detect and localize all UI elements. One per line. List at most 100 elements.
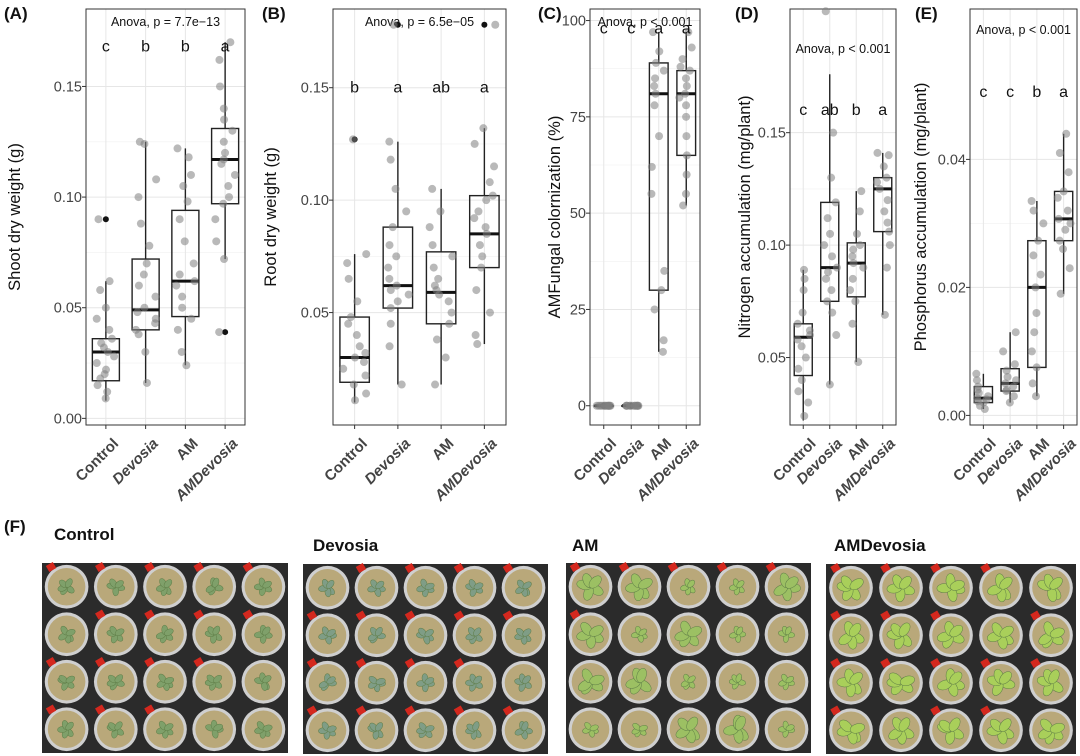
anova-annotation: Anova, p = 6.5e−05 xyxy=(365,15,474,29)
pot xyxy=(929,705,973,753)
red-tag xyxy=(242,561,254,573)
leaf xyxy=(473,582,484,590)
data-point xyxy=(102,365,111,374)
data-point xyxy=(851,297,860,306)
seedling xyxy=(987,668,1016,696)
data-point xyxy=(362,250,371,259)
pot xyxy=(929,562,973,610)
y-tick-label: 0.00 xyxy=(938,408,966,424)
leaf xyxy=(898,622,911,637)
pot xyxy=(666,561,711,609)
data-point xyxy=(178,292,187,301)
seedling xyxy=(675,716,700,744)
seedling xyxy=(416,578,435,598)
red-tag xyxy=(980,705,991,716)
leaf xyxy=(164,723,174,731)
leaf xyxy=(849,623,862,637)
plot-frame xyxy=(969,8,1078,426)
data-point xyxy=(359,358,368,367)
red-tag xyxy=(404,610,416,621)
seedling xyxy=(936,621,965,649)
red-tag xyxy=(306,705,318,716)
seedling xyxy=(57,720,74,739)
red-tag xyxy=(830,705,841,716)
data-point xyxy=(682,101,691,110)
red-tag xyxy=(144,704,155,715)
data-point xyxy=(827,173,836,182)
significance-letter: c xyxy=(600,20,608,37)
data-point xyxy=(101,303,110,312)
data-point xyxy=(93,381,102,390)
leaf xyxy=(262,724,273,732)
pot xyxy=(1029,610,1073,658)
seedling xyxy=(888,717,915,745)
data-point xyxy=(478,252,487,261)
data-point xyxy=(179,182,188,191)
significance-letter: a xyxy=(654,20,663,37)
red-tag xyxy=(830,610,841,621)
data-point xyxy=(402,207,411,216)
red-tag xyxy=(95,704,106,715)
panel-b: 0.05 0.10 0.15 (B) Root dry weight (g) Anova,… xyxy=(262,4,507,505)
data-point xyxy=(429,263,438,272)
seedling xyxy=(936,573,966,602)
data-point xyxy=(848,252,857,261)
pot xyxy=(979,562,1023,610)
data-point xyxy=(183,197,192,206)
seedling xyxy=(1036,669,1064,697)
red-tag xyxy=(95,609,106,620)
data-point xyxy=(386,304,395,313)
data-point xyxy=(212,237,221,246)
data-point xyxy=(794,387,803,396)
seedling xyxy=(838,621,865,650)
pot xyxy=(715,561,760,609)
red-tag xyxy=(618,561,630,573)
data-point xyxy=(482,196,491,205)
leaf xyxy=(212,625,221,636)
y-tick-label: 0.15 xyxy=(54,79,82,95)
leaf xyxy=(589,724,599,732)
data-point xyxy=(859,263,868,272)
data-point xyxy=(1029,251,1038,260)
data-point xyxy=(361,349,370,358)
pot xyxy=(666,707,711,752)
data-point xyxy=(135,137,144,146)
seedling xyxy=(465,673,483,692)
significance-letter: c xyxy=(1006,84,1014,101)
data-point xyxy=(794,364,803,373)
significance-letter: ab xyxy=(821,102,839,119)
data-point xyxy=(103,387,112,396)
y-tick-label: 0.10 xyxy=(758,238,786,254)
data-point xyxy=(1003,373,1012,381)
data-point xyxy=(681,89,690,98)
panel-label: (B) xyxy=(262,4,286,23)
panel-label: (D) xyxy=(735,4,759,23)
pot xyxy=(568,561,613,609)
red-tag xyxy=(355,705,367,716)
seedling xyxy=(57,578,75,595)
leaf xyxy=(785,724,795,731)
pot xyxy=(715,612,760,657)
seedling xyxy=(515,579,532,597)
leaf xyxy=(849,578,864,590)
leaf xyxy=(687,675,696,683)
data-point xyxy=(857,187,866,196)
data-point xyxy=(339,364,348,373)
data-point xyxy=(1032,363,1041,372)
data-point xyxy=(1001,379,1010,388)
data-point xyxy=(180,237,189,246)
data-point xyxy=(682,189,691,198)
pot xyxy=(93,656,138,704)
data-point xyxy=(828,252,837,261)
seedling xyxy=(937,668,965,697)
red-tag xyxy=(716,561,728,573)
data-point xyxy=(397,380,406,389)
data-point xyxy=(353,297,362,306)
panel-label: (E) xyxy=(915,4,938,23)
pot xyxy=(452,610,497,658)
data-point xyxy=(1009,382,1018,391)
data-point xyxy=(172,281,181,290)
data-point xyxy=(605,401,614,410)
pot xyxy=(764,659,809,704)
data-point xyxy=(391,184,400,193)
